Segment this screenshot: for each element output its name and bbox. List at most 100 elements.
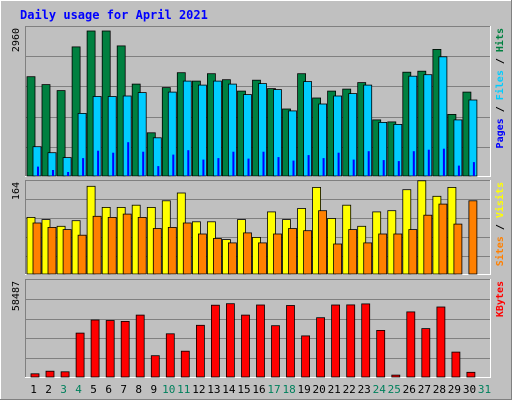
kbytes-bar-kbytes [225, 303, 235, 378]
hits-bar-pages [52, 170, 54, 176]
hits-bar-pages [457, 165, 460, 176]
x-tick-label-31: 31 [478, 383, 491, 396]
visits-bar-sites [122, 213, 132, 275]
hits-bar-pages [142, 151, 145, 176]
x-tick-label-29: 29 [448, 383, 461, 396]
hits-bar-hits [26, 76, 36, 177]
visits-bar-sites [468, 200, 478, 275]
kbytes-bar-kbytes [210, 304, 220, 378]
x-tick-label-5: 5 [90, 383, 97, 396]
visits-bar-sites [62, 229, 72, 275]
visits-bar-sites [212, 238, 222, 275]
x-tick-label-12: 12 [192, 383, 205, 396]
hits-bar-pages [337, 152, 340, 176]
kbytes-bar-kbytes [286, 305, 295, 378]
kbytes-bar-kbytes [451, 351, 461, 378]
hits-bar-pages [307, 155, 310, 176]
visits-bar-sites [408, 229, 418, 275]
legend-separator: / [495, 52, 506, 70]
visits-ymax-label: 164 [11, 182, 22, 200]
x-tick-label-18: 18 [282, 383, 295, 396]
visits-bar-sites [243, 232, 252, 275]
hits-bar-pages [442, 148, 445, 176]
visits-bar-sites [273, 233, 282, 275]
hits-bar-pages [172, 154, 175, 176]
hits-bar-pages [112, 152, 115, 176]
hits-bar-pages [217, 158, 220, 176]
kbytes-bar-kbytes [316, 317, 326, 378]
hits-bar-pages [472, 162, 475, 176]
hits-bar-pages [397, 161, 400, 176]
x-tick-label-26: 26 [403, 383, 416, 396]
kbytes-bar-kbytes [30, 373, 40, 378]
visits-bar-sites [378, 233, 388, 275]
legend-files: Files [494, 70, 506, 100]
legend-hits: Hits [494, 28, 506, 52]
x-tick-label-7: 7 [120, 383, 127, 396]
x-tick-label-4: 4 [75, 383, 82, 396]
visits-bar-sites [182, 222, 192, 275]
panel-hits: 2960 Pages / Files / Hits [11, 26, 506, 177]
visits-bar-sites [137, 216, 147, 275]
kbytes-bar-kbytes [105, 320, 115, 378]
kbytes-bar-kbytes [376, 329, 386, 378]
x-tick-label-22: 22 [343, 383, 356, 396]
hits-bar-pages [37, 166, 39, 176]
x-tick-label-30: 30 [463, 383, 476, 396]
kbytes-bar-kbytes [361, 303, 371, 378]
visits-bar-sites [107, 216, 117, 275]
kbytes-bar-kbytes [421, 328, 431, 378]
kbytes-bar-kbytes [436, 306, 446, 378]
panel-kbytes: 58487 KBytes [11, 279, 506, 378]
x-tick-label-19: 19 [297, 383, 310, 396]
kbytes-bar-kbytes [120, 320, 130, 378]
kbytes-bar-kbytes [90, 319, 100, 378]
kbytes-bar-kbytes [75, 332, 85, 378]
x-tick-label-23: 23 [358, 383, 371, 396]
hits-bar-pages [322, 158, 325, 176]
visits-bar-sites [348, 229, 358, 275]
hits-bar-pages [247, 158, 250, 176]
kbytes-legend: KBytes [495, 281, 506, 317]
kbytes-bar-kbytes [271, 325, 280, 378]
hits-bar-hits [41, 84, 51, 177]
kbytes-bar-kbytes [466, 371, 476, 378]
x-tick-label-17: 17 [267, 383, 280, 396]
visits-bar-sites [438, 203, 448, 275]
hits-bar-pages [232, 151, 235, 176]
hits-bar-hits [71, 46, 81, 177]
kbytes-bar-kbytes [195, 324, 205, 378]
hits-bar-pages [157, 166, 160, 176]
visits-bar-sites [363, 242, 373, 275]
legend-separator: / [495, 218, 506, 236]
visits-bar-sites [92, 215, 102, 275]
hits-bar-pages [202, 159, 205, 176]
kbytes-bar-kbytes [150, 355, 160, 378]
visits-bar-sites [197, 233, 207, 275]
hits-bar-pages [82, 158, 85, 176]
x-tick-label-21: 21 [328, 383, 341, 396]
hits-bar-pages [277, 157, 280, 176]
visits-bar-sites [32, 222, 42, 275]
x-tick-label-10: 10 [162, 383, 175, 396]
visits-bar-sites [167, 226, 177, 275]
visits-bar-sites [227, 242, 237, 275]
x-tick-label-27: 27 [418, 383, 431, 396]
hits-bar-pages [367, 151, 370, 176]
visits-bar-sites [303, 230, 313, 275]
panel-visits: 164 Sites / Visits [11, 180, 506, 275]
visits-bar-sites [318, 210, 328, 275]
legend-separator: / [495, 100, 506, 118]
x-tick-label-28: 28 [433, 383, 446, 396]
kbytes-bar-kbytes [60, 371, 70, 378]
visits-bar-sites [333, 243, 343, 275]
x-tick-label-3: 3 [60, 383, 67, 396]
hits-bar-pages [97, 150, 100, 176]
hits-bar-pages [352, 159, 355, 176]
kbytes-bar-kbytes [391, 374, 401, 378]
hits-bar-pages [382, 160, 385, 176]
x-tick-label-11: 11 [177, 383, 190, 396]
visits-bar-sites [47, 226, 57, 275]
hits-bar-pages [412, 151, 415, 176]
